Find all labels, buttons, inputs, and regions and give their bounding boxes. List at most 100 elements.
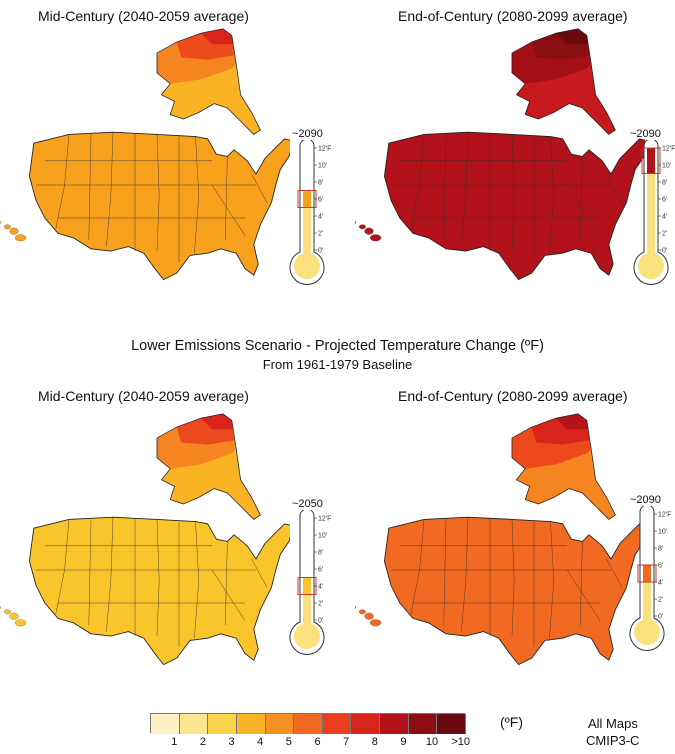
thermometer-tick-label: 8' (318, 180, 323, 187)
state-border (88, 134, 92, 241)
thermometer-fill (643, 582, 651, 624)
state-border (224, 541, 228, 626)
hawaii-island (358, 609, 366, 615)
lower48-region (28, 131, 290, 281)
thermometer-tick-label: 12'F (318, 516, 331, 523)
thermometer-range-fill (647, 148, 655, 174)
legend-swatch (322, 714, 352, 734)
thermometer-tick-label: 8' (658, 546, 663, 553)
thermometer-tick-label: 2' (318, 601, 323, 608)
alaska (156, 413, 261, 520)
hawaii-island (369, 619, 382, 627)
legend-label: >10 (451, 736, 470, 748)
thermometer-tick-label: 0' (318, 248, 323, 255)
alaska (511, 413, 616, 520)
state-border (156, 134, 160, 252)
thermometer-range-fill (643, 565, 651, 582)
thermometer-tick-label: 2' (662, 231, 667, 238)
hawaii-island (369, 234, 382, 242)
state-border (443, 519, 447, 626)
hawaii-island (14, 234, 27, 242)
hawaii-island (355, 605, 356, 609)
hawaii-island (364, 612, 374, 620)
source-line-1: All Maps (588, 716, 638, 731)
state-border (549, 136, 555, 254)
legend-swatch (408, 714, 438, 734)
lower48-region (383, 131, 645, 281)
alaska (511, 28, 616, 135)
panel-title-top-right: End-of-Century (2080-2099 average) (398, 8, 628, 24)
alaska-outline (511, 28, 616, 135)
state-border (156, 519, 160, 637)
state-border (511, 134, 515, 252)
state-border (606, 173, 623, 203)
map-group (0, 28, 290, 281)
state-border (511, 519, 515, 637)
hawaii-island (9, 612, 19, 620)
state-border (224, 156, 228, 241)
thermometer-tick-label: 4' (658, 580, 663, 587)
thermometer-tick-label: 4' (318, 584, 323, 591)
legend-swatch (351, 714, 381, 734)
baseline-subtitle: From 1961-1979 Baseline (262, 357, 413, 372)
alaska-band-4 (556, 413, 588, 430)
thermometer-tick-label: 8' (662, 180, 667, 187)
thermometer-tick-label: 10' (318, 163, 327, 170)
thermometer-tick-label: 0' (662, 248, 667, 255)
thermometer-top-right: 0' 2' 4' 6' 8' 10' 12'F (633, 140, 675, 285)
alaska-band-4 (201, 28, 233, 45)
legend-label: 4 (257, 736, 264, 748)
thermometer-tick-label: 12'F (318, 146, 331, 153)
lower48-region (383, 516, 645, 666)
alaska-band-4 (556, 28, 588, 45)
state-border (251, 173, 268, 203)
thermometer-tick-label: 6' (318, 197, 323, 204)
state-border (606, 558, 623, 588)
map-bottom-right (355, 413, 645, 666)
thermometer-bulb (294, 253, 320, 279)
scenario-title: Lower Emissions Scenario - Projected Tem… (131, 338, 544, 354)
alaska (156, 28, 261, 135)
state-border (579, 541, 583, 626)
state-border (566, 569, 601, 621)
legend-swatch (265, 714, 295, 734)
legend-swatch (208, 714, 237, 734)
map-top-left (0, 28, 290, 281)
thermometer-tick-label: 2' (318, 231, 323, 238)
map-group (0, 413, 290, 666)
alaska-outline (156, 28, 261, 135)
thermometer-tick-label: 4' (318, 214, 323, 221)
hawaii-island (0, 605, 1, 609)
legend-label: 2 (199, 736, 207, 748)
thermometer-tick-label: 2' (658, 597, 663, 604)
state-border (566, 184, 601, 236)
hawaii-island (0, 220, 1, 224)
legend-swatch (380, 714, 409, 734)
legend-label: 5 (285, 736, 292, 748)
legend-label: 10 (425, 736, 439, 748)
thermometer-tick-label: 8' (318, 550, 323, 557)
legend-swatch (236, 714, 266, 734)
alaska-outline (511, 413, 616, 520)
hawaii-island (358, 224, 366, 230)
thermometer-range-marker (637, 564, 657, 583)
thermometer-fill (303, 594, 311, 628)
legend-swatch (151, 714, 180, 734)
state-border (579, 156, 583, 241)
alaska-outline (156, 413, 261, 520)
thermometer-label-bottom-left: ~2050 (292, 498, 323, 510)
state-border (251, 558, 268, 588)
state-border (443, 134, 447, 241)
panel-title-bottom-right: End-of-Century (2080-2099 average) (398, 388, 628, 404)
thermometer-range-marker (641, 147, 661, 174)
map-group (355, 28, 645, 281)
panel-title-top-left: Mid-Century (2040-2059 average) (38, 8, 249, 24)
state-border (106, 132, 114, 247)
hawaii-island (3, 609, 11, 615)
legend-swatch (437, 714, 466, 734)
legend-labels: 1 2 3 4 5 6 7 8 9 10 >10 (150, 736, 480, 752)
state-border (211, 569, 246, 621)
thermometer-tick-label: 6' (318, 567, 323, 574)
hawaii-island (14, 619, 27, 627)
thermometer-range-fill (303, 190, 311, 208)
